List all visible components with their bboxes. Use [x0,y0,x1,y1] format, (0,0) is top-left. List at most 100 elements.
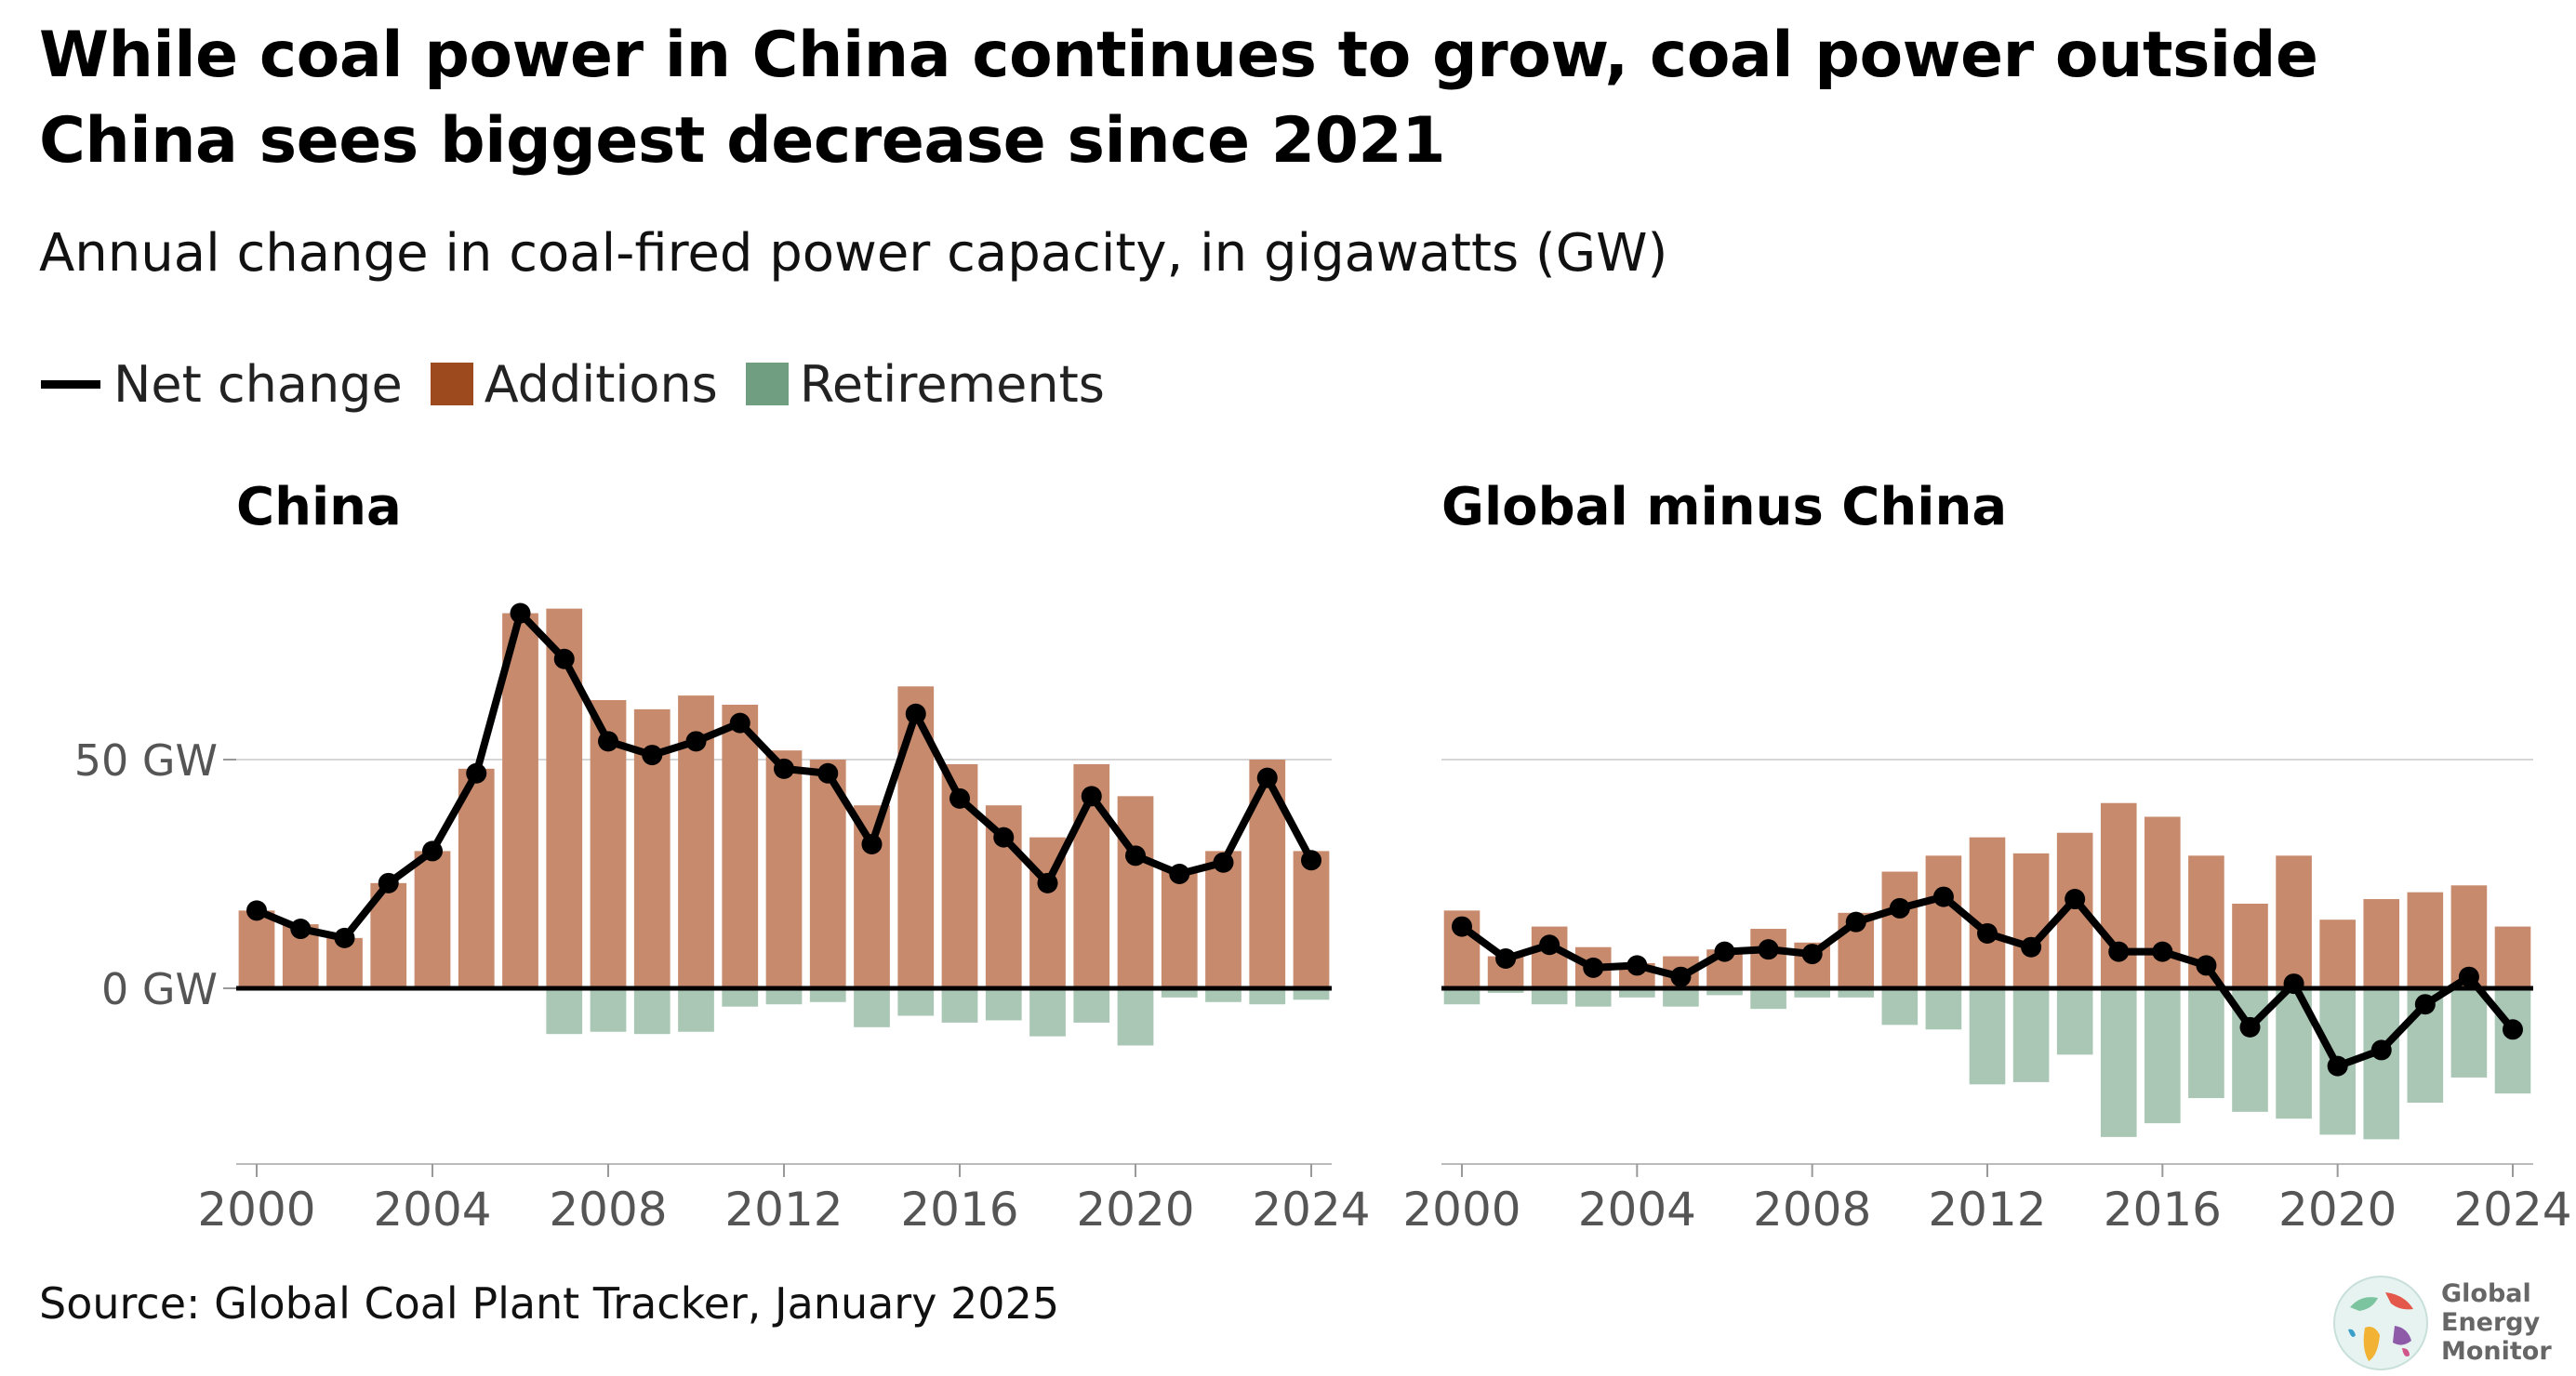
net-change-point-2004-global-minus-china [1627,955,1648,976]
net-change-point-2020-global-minus-china [2327,1055,2348,1077]
net-change-point-2015-china [905,703,926,724]
net-change-point-2010-global-minus-china [1889,897,1910,919]
bar-retirements-2003-global-minus-china [1574,988,1612,1007]
bar-retirements-2007-global-minus-china [1750,988,1786,1010]
x-tick-label: 2004 [1578,1183,1696,1237]
bar-retirements-2017-china [985,988,1022,1021]
bar-additions-2012-china [765,750,803,988]
x-tick-label: 2004 [373,1183,491,1237]
bar-retirements-2019-china [1073,988,1110,1023]
net-change-point-2003-global-minus-china [1583,957,1604,978]
globe-icon [2333,1275,2428,1370]
bar-retirements-2004-global-minus-china [1619,988,1655,998]
net-change-point-2013-china [817,762,839,784]
net-change-point-2011-china [729,712,750,734]
bar-retirements-2014-china [854,988,890,1027]
bar-additions-2021-china [1161,869,1198,988]
bar-additions-2011-global-minus-china [1925,855,1962,988]
net-change-point-2007-global-minus-china [1758,939,1779,960]
bar-additions-2021-global-minus-china [2363,899,2400,988]
net-change-point-2002-china [334,927,355,948]
chart-subtitle: Annual change in coal-fired power capaci… [39,223,1668,284]
x-tick-label: 2016 [900,1183,1018,1237]
bar-retirements-2021-global-minus-china [2363,988,2400,1140]
bar-additions-2019-global-minus-china [2276,855,2312,988]
net-change-point-2022-china [1213,852,1234,873]
net-change-point-2019-global-minus-china [2283,973,2304,995]
bar-retirements-2016-global-minus-china [2144,988,2181,1124]
x-tick-label: 2012 [724,1183,843,1237]
logo-line-3: Monitor [2441,1337,2552,1366]
legend-label-net-change: Net change [113,354,403,414]
net-change-point-2016-global-minus-china [2152,941,2173,962]
net-change-point-2015-global-minus-china [2108,941,2130,962]
net-change-point-2017-china [993,827,1015,848]
bar-additions-2018-global-minus-china [2232,903,2268,988]
x-tick-label: 2020 [2278,1183,2397,1237]
bar-retirements-2017-global-minus-china [2188,988,2224,1099]
net-change-point-2000-global-minus-china [1452,916,1472,937]
bar-additions-2007-china [546,608,583,988]
net-change-point-2017-global-minus-china [2196,955,2217,976]
bar-retirements-2006-global-minus-china [1706,988,1743,996]
bar-retirements-2009-global-minus-china [1838,988,1875,998]
net-change-point-2005-global-minus-china [1670,966,1692,987]
bar-retirements-2009-china [633,988,671,1035]
net-change-point-2021-global-minus-china [2370,1039,2392,1061]
net-change-point-2000-china [246,900,267,921]
bar-retirements-2012-china [765,988,803,1005]
chart-title: While coal power in China continues to g… [39,19,2318,178]
bar-retirements-2008-global-minus-china [1794,988,1830,998]
x-tick-label: 2024 [1252,1183,1370,1237]
bar-retirements-2024-china [1293,988,1330,1000]
bar-additions-2022-global-minus-china [2407,892,2444,988]
y-tick-label: 50 GW [74,735,218,786]
bar-retirements-2020-china [1117,988,1154,1046]
bar-retirements-2023-global-minus-china [2450,988,2488,1078]
bar-retirements-2022-china [1205,988,1242,1002]
net-change-point-2018-china [1037,872,1058,893]
bar-additions-2004-china [414,851,451,988]
bar-retirements-2005-global-minus-china [1663,988,1699,1007]
bar-additions-2005-china [458,768,495,988]
bar-retirements-2008-china [590,988,627,1032]
bar-additions-2020-global-minus-china [2319,920,2356,988]
x-tick-label: 2000 [197,1183,315,1237]
panel-title-china: China [236,477,402,537]
net-change-point-2010-china [685,731,707,752]
x-tick-label: 2008 [1753,1183,1871,1237]
net-change-point-2001-china [290,919,312,940]
bar-retirements-2013-global-minus-china [2012,988,2050,1082]
charts-area: China 0 GW 50 GW 2000 2004 2008 2012 2016 2020 20… [74,477,2572,1237]
net-change-point-2008-global-minus-china [1801,944,1823,965]
net-change-point-2023-global-minus-china [2458,966,2479,987]
bar-retirements-2015-china [897,988,935,1016]
net-change-point-2006-global-minus-china [1714,941,1735,962]
net-change-point-2020-china [1125,845,1146,867]
logo-text: Global Energy Monitor [2441,1279,2552,1366]
net-change-point-2001-global-minus-china [1495,948,1517,970]
bar-additions-2013-global-minus-china [2012,853,2050,988]
bar-retirements-2013-china [809,988,846,1002]
bar-retirements-2021-china [1161,988,1198,998]
legend-additions-swatch [430,363,473,405]
legend-line-swatch [41,379,100,389]
net-change-point-2003-china [378,872,399,893]
x-tick-label: 2020 [1076,1183,1194,1237]
logo-line-1: Global [2441,1279,2531,1308]
net-change-point-2024-china [1301,850,1321,871]
net-change-point-2008-china [598,731,618,752]
bar-retirements-2011-global-minus-china [1925,988,1962,1030]
bar-retirements-2007-china [546,988,583,1035]
bar-retirements-2015-global-minus-china [2100,988,2137,1137]
net-change-point-2024-global-minus-china [2503,1019,2523,1040]
bar-retirements-2010-china [678,988,714,1032]
net-change-point-2012-global-minus-china [1977,922,1998,944]
legend-label-retirements: Retirements [799,354,1105,414]
net-change-point-2023-china [1256,767,1278,788]
net-change-point-2016-china [949,787,970,809]
bar-additions-2011-china [722,704,759,988]
bar-additions-2022-china [1205,851,1242,988]
x-tick-label: 2008 [549,1183,667,1237]
legend-retirements-swatch [745,363,789,405]
